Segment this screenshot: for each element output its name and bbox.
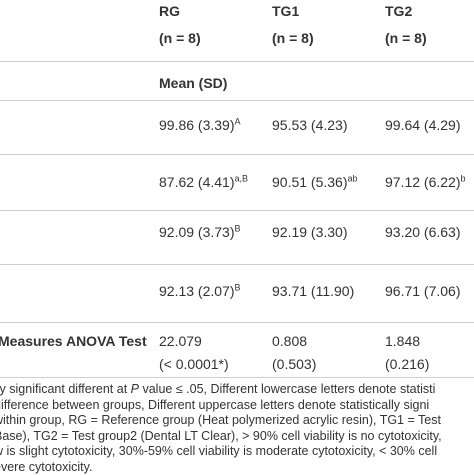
table-bottom-rule bbox=[0, 377, 474, 378]
col-n-tg2: (n = 8) bbox=[385, 30, 427, 46]
anova-tg2-p: (0.216) bbox=[385, 356, 429, 372]
table-row-4-tg2: 96.71 (7.06) bbox=[385, 283, 461, 299]
row-rule-3 bbox=[0, 264, 474, 265]
anova-tg1-p: (0.503) bbox=[272, 356, 316, 372]
col-header-tg1: TG1 bbox=[272, 3, 299, 19]
table-row-4-rg: 92.13 (2.07)B bbox=[159, 283, 241, 299]
col-header-tg2: TG2 bbox=[385, 3, 412, 19]
row-rule-1 bbox=[0, 154, 474, 155]
table-row-2-tg1: 90.51 (5.36)ab bbox=[272, 174, 358, 190]
table-row-3-tg1: 92.19 (3.30) bbox=[272, 224, 348, 240]
row-rule-2 bbox=[0, 210, 474, 211]
anova-label: Measures ANOVA Test bbox=[0, 333, 147, 349]
anova-tg2-stat: 1.848 bbox=[385, 333, 420, 349]
footnote-line-4: Base), TG2 = Test group2 (Dental LT Clea… bbox=[0, 429, 474, 445]
footnote-line-2: difference between groups, Different upp… bbox=[0, 398, 474, 414]
subheader-rule bbox=[0, 100, 474, 101]
footnote-line-3: within group, RG = Reference group (Heat… bbox=[0, 413, 474, 429]
col-n-tg1: (n = 8) bbox=[272, 30, 314, 46]
header-rule bbox=[0, 61, 474, 62]
anova-rg-p: (< 0.0001*) bbox=[159, 356, 229, 372]
table-row-1-tg1: 95.53 (4.23) bbox=[272, 117, 348, 133]
table-footnote: lly significant different at P value ≤ .… bbox=[0, 382, 474, 475]
col-header-rg: RG bbox=[159, 3, 180, 19]
table-row-2-rg: 87.62 (4.41)a,B bbox=[159, 174, 248, 190]
col-n-rg: (n = 8) bbox=[159, 30, 201, 46]
row-rule-4 bbox=[0, 322, 474, 323]
table-row-3-tg2: 93.20 (6.63) bbox=[385, 224, 461, 240]
table-row-1-rg: 99.86 (3.39)A bbox=[159, 117, 241, 133]
anova-rg-stat: 22.079 bbox=[159, 333, 202, 349]
footnote-line-5: w is slight cytotoxicity, 30%-59% cell v… bbox=[0, 444, 474, 460]
footnote-line-6: evere cytotoxicity. bbox=[0, 460, 474, 475]
table-row-3-rg: 92.09 (3.73)B bbox=[159, 224, 241, 240]
table-row-4-tg1: 93.71 (11.90) bbox=[272, 283, 354, 299]
table-row-1-tg2: 99.64 (4.29) bbox=[385, 117, 461, 133]
footnote-line-1: lly significant different at P value ≤ .… bbox=[0, 382, 474, 398]
anova-tg1-stat: 0.808 bbox=[272, 333, 307, 349]
subheader-mean-sd: Mean (SD) bbox=[159, 75, 227, 91]
table-row-2-tg2: 97.12 (6.22)b bbox=[385, 174, 466, 190]
